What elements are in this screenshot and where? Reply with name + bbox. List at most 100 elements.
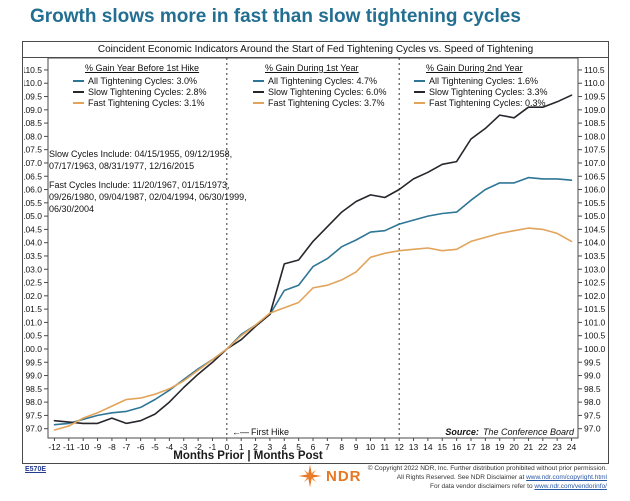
source-label: Source: xyxy=(445,427,479,437)
legend-swatch xyxy=(253,90,264,93)
y-tick-label: 103.0 xyxy=(584,264,606,274)
x-tick-label: 14 xyxy=(423,442,433,451)
y-tick-label: 105.5 xyxy=(584,198,606,208)
chart-code-link[interactable]: E570E xyxy=(25,466,47,473)
x-tick-label: 5 xyxy=(296,442,301,451)
plot-border xyxy=(47,57,579,439)
x-tick-label: 20 xyxy=(509,442,519,451)
legend-entry: Slow Tightening Cycles: 2.8% xyxy=(73,86,207,97)
y-tick-label: 101.0 xyxy=(584,317,606,327)
y-tick-label: 104.5 xyxy=(24,224,42,234)
legend-swatch xyxy=(414,101,425,104)
x-tick-label: 10 xyxy=(366,442,376,451)
series-line-all-tightening-cycles xyxy=(53,176,573,426)
chart-frame: Coincident Economic Indicators Around th… xyxy=(22,41,609,464)
legend-entry: All Tightening Cycles: 4.7% xyxy=(253,75,387,86)
x-tick-label: 12 xyxy=(394,442,404,451)
y-tick-label: 100.5 xyxy=(584,331,606,341)
legend-entry: Fast Tightening Cycles: 3.7% xyxy=(253,97,387,108)
legend-swatch xyxy=(73,101,84,104)
legend-swatch xyxy=(414,79,425,82)
x-tick-label: -11 xyxy=(63,442,75,451)
legend-group: % Gain During 1st Year All Tightening Cyc… xyxy=(253,63,387,108)
legend-label: All Tightening Cycles: 1.6% xyxy=(429,75,539,86)
y-tick-label: 108.0 xyxy=(24,131,42,141)
y-tick-label: 102.0 xyxy=(584,291,606,301)
y-tick-label: 104.5 xyxy=(584,224,606,234)
y-tick-label: 105.0 xyxy=(24,211,42,221)
x-tick-label: -4 xyxy=(166,442,174,451)
y-tick-label: 99.0 xyxy=(25,371,42,381)
x-tick-label: -9 xyxy=(94,442,102,451)
first-hike-label: First Hike xyxy=(251,427,289,437)
y-tick-label: 101.0 xyxy=(24,317,42,327)
x-tick-label: 17 xyxy=(466,442,476,451)
chart-canvas: 97.0 97.0 97.5 97.5 98.0 98.0 98.5 98.5 99.0 99.0… xyxy=(24,57,606,451)
x-tick-label: -10 xyxy=(77,442,90,451)
x-tick-label: 18 xyxy=(481,442,491,451)
y-tick-label: 101.5 xyxy=(584,304,606,314)
x-tick-label: 3 xyxy=(268,442,273,451)
y-tick-label: 106.0 xyxy=(24,185,42,195)
fast-cycles-note: Fast Cycles Include: 11/20/1967, 01/15/1… xyxy=(49,180,247,214)
legend-label: Fast Tightening Cycles: 3.1% xyxy=(88,97,205,108)
y-tick-label: 102.5 xyxy=(24,278,42,288)
legend-swatch xyxy=(253,101,264,104)
x-tick-label: 0 xyxy=(224,442,229,451)
y-tick-label: 109.5 xyxy=(584,92,606,102)
legend-entry: Fast Tightening Cycles: 0.3% xyxy=(414,97,548,108)
y-tick-label: 98.0 xyxy=(25,397,42,407)
legend-title: % Gain During 2nd Year xyxy=(426,63,523,73)
y-tick-label: 108.5 xyxy=(584,118,606,128)
y-tick-label: 97.5 xyxy=(25,410,42,420)
y-tick-label: 97.0 xyxy=(584,424,601,434)
legend-group: % Gain Year Before 1st Hike All Tightenin… xyxy=(73,63,207,108)
y-tick-label: 109.5 xyxy=(24,92,42,102)
left-arrow-icon: ←— xyxy=(232,427,249,437)
legend-swatch xyxy=(414,90,425,93)
legend-label: Fast Tightening Cycles: 0.3% xyxy=(429,97,546,108)
x-tick-label: 8 xyxy=(339,442,344,451)
y-tick-label: 110.0 xyxy=(584,78,605,88)
y-tick-label: 108.5 xyxy=(24,118,42,128)
y-tick-label: 110.5 xyxy=(584,65,605,75)
compass-rose-icon xyxy=(298,464,322,488)
x-tick-label: -12 xyxy=(48,442,61,451)
y-tick-label: 107.0 xyxy=(584,158,606,168)
y-tick-label: 98.0 xyxy=(584,397,601,407)
copyright-line-1: © Copyright 2022 NDR, Inc. Further distr… xyxy=(367,465,607,472)
legend-title: % Gain Year Before 1st Hike xyxy=(85,63,200,73)
x-tick-label: 11 xyxy=(380,442,389,451)
x-tick-label: 22 xyxy=(538,442,548,451)
legend-entry: Slow Tightening Cycles: 6.0% xyxy=(253,86,387,97)
y-tick-label: 104.0 xyxy=(24,238,42,248)
x-tick-label: -6 xyxy=(137,442,145,451)
x-tick-label: -3 xyxy=(180,442,188,451)
y-tick-label: 106.5 xyxy=(24,171,42,181)
x-tick-label: 1 xyxy=(239,442,244,451)
y-tick-label: 107.5 xyxy=(584,145,606,155)
x-tick-label: 2 xyxy=(253,442,258,451)
copyright-link[interactable]: www.ndr.com/copyright.html xyxy=(526,474,607,482)
x-tick-label: 24 xyxy=(567,442,577,451)
y-axis: 97.0 97.0 97.5 97.5 98.0 98.0 98.5 98.5 99.0 99.0… xyxy=(24,65,606,434)
chart-subtitle: Coincident Economic Indicators Around th… xyxy=(23,42,608,58)
y-tick-label: 103.5 xyxy=(24,251,42,261)
source-annotation: Source: The Conference Board xyxy=(445,427,574,437)
x-tick-label: 4 xyxy=(282,442,287,451)
vendorinfo-link[interactable]: www.ndr.com/vendorinfo/ xyxy=(534,483,607,491)
ndr-logo-text: NDR xyxy=(326,467,362,485)
x-tick-label: 19 xyxy=(495,442,505,451)
y-tick-label: 103.0 xyxy=(24,264,42,274)
series-line-fast-tightening-cycles xyxy=(53,227,573,431)
legend-swatch xyxy=(73,79,84,82)
y-tick-label: 98.5 xyxy=(584,384,601,394)
page-title: Growth slows more in fast than slow tigh… xyxy=(30,6,521,27)
x-tick-label: 21 xyxy=(524,442,534,451)
y-tick-label: 100.0 xyxy=(24,344,42,354)
x-tick-label: 16 xyxy=(452,442,462,451)
series-line-slow-tightening-cycles xyxy=(53,94,573,425)
legend-label: All Tightening Cycles: 4.7% xyxy=(268,75,378,86)
reference-lines xyxy=(226,58,400,438)
